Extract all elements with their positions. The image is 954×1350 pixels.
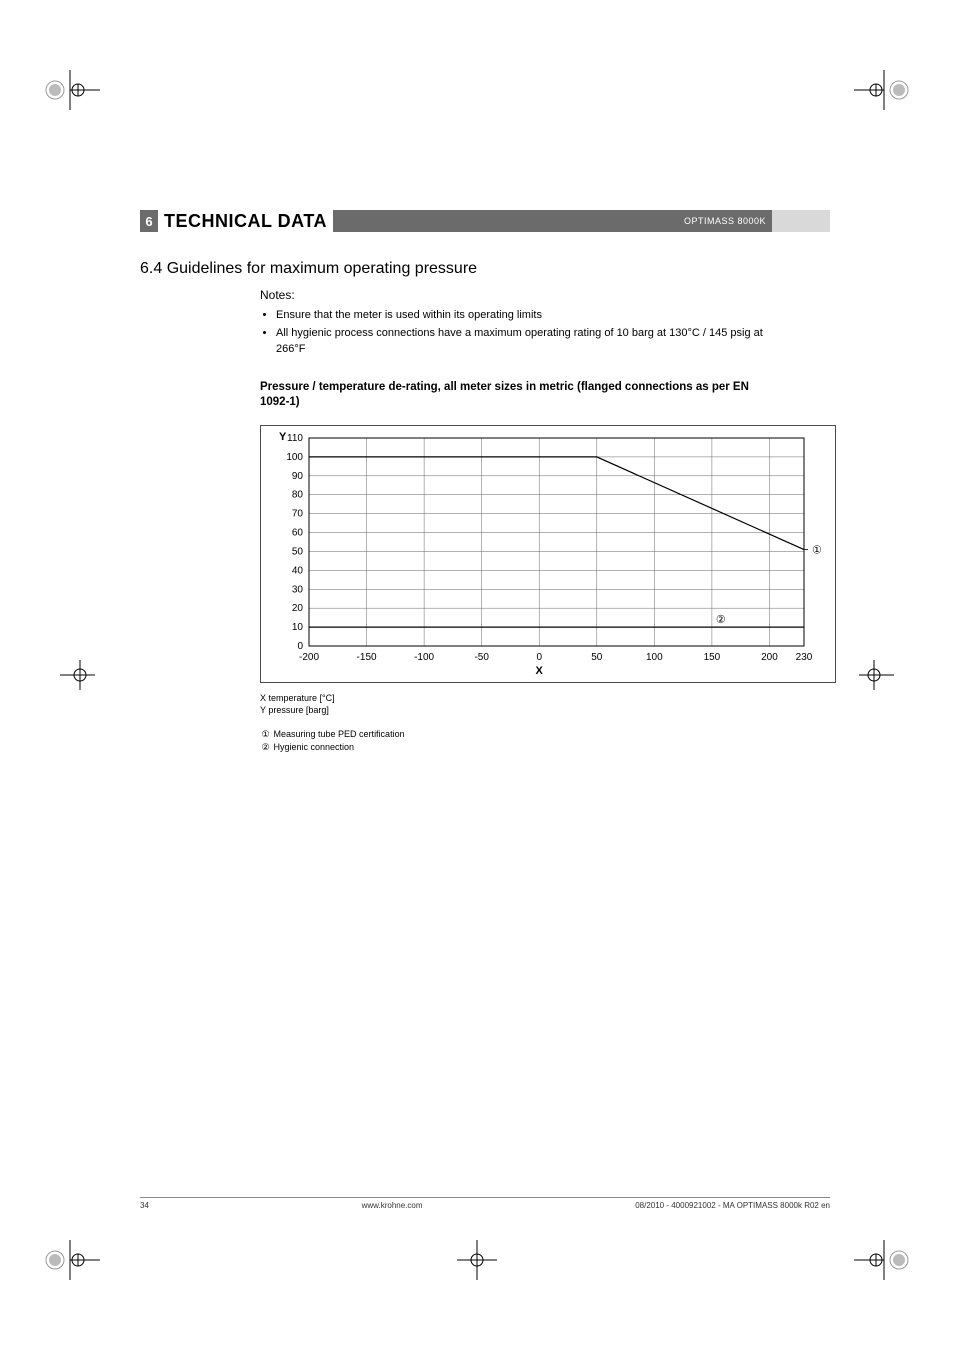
legend-item: ② Hygienic connection [260,741,780,754]
svg-text:Y: Y [279,431,287,443]
crop-mark-bottom-left [40,1230,100,1290]
pressure-temperature-chart: 0 10 20 30 40 50 60 70 80 90 100 110 -200 -150 -100 -50… [260,425,836,683]
svg-text:-200: -200 [299,652,319,663]
svg-text:230: 230 [796,652,813,663]
svg-text:90: 90 [292,471,304,482]
legend-marker: ② [260,741,271,754]
legend-text: Hygienic connection [274,742,355,752]
notes-list: Ensure that the meter is used within its… [260,308,780,358]
legend-marker: ① [260,728,271,741]
svg-text:150: 150 [704,652,721,663]
svg-text:②: ② [716,614,726,626]
subsection-title: 6.4 Guidelines for maximum operating pre… [140,260,830,278]
svg-text:100: 100 [646,652,663,663]
header-rule [333,210,678,232]
footer-url: www.krohne.com [362,1201,423,1210]
svg-text:0: 0 [297,641,303,652]
svg-text:20: 20 [292,603,304,614]
product-name: OPTIMASS 8000K [678,210,772,232]
note-item: All hygienic process connections have a … [276,326,780,358]
svg-text:40: 40 [292,565,304,576]
svg-text:100: 100 [286,452,303,463]
svg-text:-150: -150 [357,652,377,663]
crop-mark-top-right [854,60,914,120]
svg-text:50: 50 [292,546,304,557]
section-header: 6 TECHNICAL DATA OPTIMASS 8000K [140,210,830,232]
legend-item: ① Measuring tube PED certification [260,728,780,741]
y-axis-caption: Y pressure [barg] [260,705,780,717]
crop-mark-mid-left [40,645,100,705]
svg-text:-50: -50 [474,652,489,663]
svg-text:①: ① [812,544,822,556]
svg-text:60: 60 [292,527,304,538]
crop-mark-mid-right [854,645,914,705]
header-tail [772,210,830,232]
chart-legend: ① Measuring tube PED certification ② Hyg… [260,728,780,753]
svg-text:-100: -100 [414,652,434,663]
svg-text:200: 200 [761,652,778,663]
section-number: 6 [140,210,158,232]
x-axis-caption: X temperature [°C] [260,693,780,705]
notes-heading: Notes: [260,288,780,302]
svg-text:0: 0 [536,652,542,663]
section-title: TECHNICAL DATA [158,210,333,232]
crop-mark-top-left [40,60,100,120]
crop-mark-bottom-mid [447,1230,507,1290]
crop-mark-bottom-right [854,1230,914,1290]
legend-text: Measuring tube PED certification [274,729,405,739]
svg-text:30: 30 [292,584,304,595]
svg-text:70: 70 [292,508,304,519]
page-footer: 34 www.krohne.com 08/2010 - 4000921002 -… [140,1197,830,1210]
svg-text:110: 110 [287,433,303,444]
note-item: Ensure that the meter is used within its… [276,308,780,324]
chart-title: Pressure / temperature de-rating, all me… [260,380,780,411]
footer-docref: 08/2010 - 4000921002 - MA OPTIMASS 8000k… [635,1201,830,1210]
svg-text:80: 80 [292,490,304,501]
axis-captions: X temperature [°C] Y pressure [barg] [260,693,780,716]
page-number: 34 [140,1201,149,1210]
svg-text:50: 50 [591,652,603,663]
svg-text:X: X [536,665,544,677]
svg-text:10: 10 [292,622,304,633]
